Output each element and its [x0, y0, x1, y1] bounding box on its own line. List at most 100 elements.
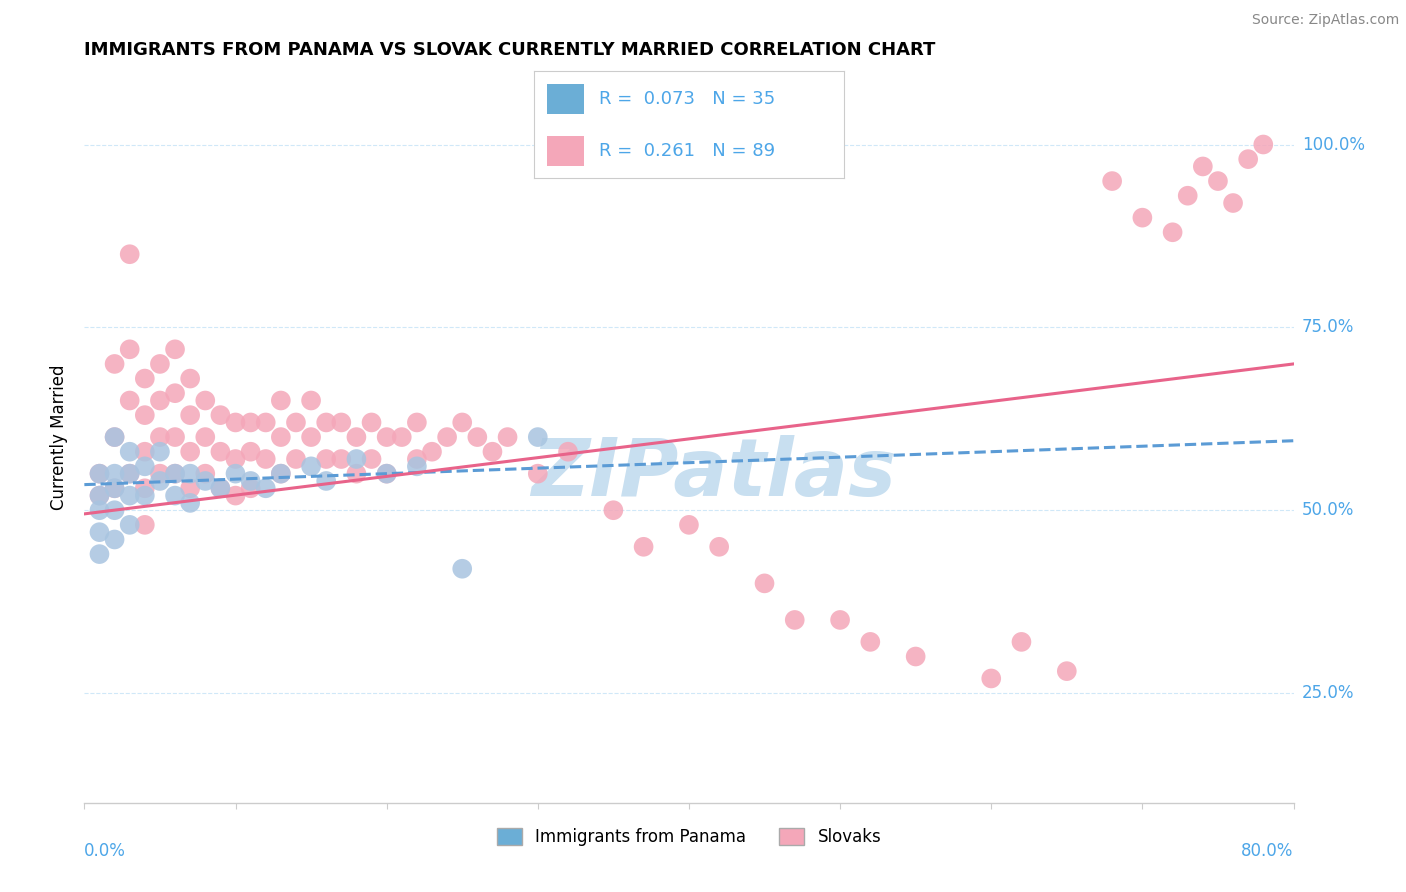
Point: [209, 408, 232, 422]
Point: [754, 576, 776, 591]
Point: [209, 444, 232, 458]
Point: [633, 540, 655, 554]
FancyBboxPatch shape: [547, 136, 583, 166]
Point: [225, 489, 247, 503]
Legend: Immigrants from Panama, Slovaks: Immigrants from Panama, Slovaks: [489, 822, 889, 853]
Point: [239, 416, 262, 430]
Point: [330, 452, 353, 467]
Point: [451, 416, 474, 430]
Point: [89, 547, 111, 561]
Point: [709, 540, 731, 554]
Point: [406, 416, 429, 430]
Point: [391, 430, 413, 444]
Point: [299, 393, 322, 408]
Point: [1222, 196, 1244, 211]
Y-axis label: Currently Married: Currently Married: [51, 364, 69, 510]
Point: [299, 459, 322, 474]
Text: IMMIGRANTS FROM PANAMA VS SLOVAK CURRENTLY MARRIED CORRELATION CHART: IMMIGRANTS FROM PANAMA VS SLOVAK CURRENT…: [84, 41, 936, 59]
Point: [1056, 664, 1078, 678]
Point: [299, 430, 322, 444]
Text: 100.0%: 100.0%: [1302, 136, 1365, 153]
Point: [346, 452, 368, 467]
Point: [149, 357, 172, 371]
Text: Source: ZipAtlas.com: Source: ZipAtlas.com: [1251, 13, 1399, 28]
Point: [134, 459, 156, 474]
Point: [225, 452, 247, 467]
Point: [194, 393, 217, 408]
Point: [436, 430, 458, 444]
Point: [104, 430, 127, 444]
Point: [346, 430, 368, 444]
Point: [179, 444, 201, 458]
Point: [104, 467, 127, 481]
Point: [179, 467, 201, 481]
Point: [194, 430, 217, 444]
Point: [346, 467, 368, 481]
Point: [225, 467, 247, 481]
Point: [904, 649, 927, 664]
Point: [451, 562, 474, 576]
Point: [134, 489, 156, 503]
Text: ZIPatlas: ZIPatlas: [530, 434, 896, 513]
Point: [134, 371, 156, 385]
Point: [149, 444, 172, 458]
Point: [330, 416, 353, 430]
Point: [678, 517, 700, 532]
Point: [239, 444, 262, 458]
Point: [149, 430, 172, 444]
Point: [481, 444, 503, 458]
Point: [179, 496, 201, 510]
Point: [194, 474, 217, 488]
Point: [420, 444, 443, 458]
Text: 25.0%: 25.0%: [1302, 684, 1354, 702]
Point: [783, 613, 806, 627]
Text: 50.0%: 50.0%: [1302, 501, 1354, 519]
Point: [165, 430, 187, 444]
Point: [118, 517, 141, 532]
Point: [89, 467, 111, 481]
Point: [89, 489, 111, 503]
Point: [375, 430, 398, 444]
Point: [254, 416, 277, 430]
Point: [467, 430, 489, 444]
Point: [179, 371, 201, 385]
Point: [134, 517, 156, 532]
Point: [104, 430, 127, 444]
Point: [602, 503, 624, 517]
Point: [270, 430, 292, 444]
Point: [104, 533, 127, 547]
Point: [134, 481, 156, 495]
Point: [134, 408, 156, 422]
Point: [1253, 137, 1275, 152]
Point: [360, 416, 382, 430]
Point: [104, 357, 127, 371]
Point: [1101, 174, 1123, 188]
Point: [104, 503, 127, 517]
Point: [118, 393, 141, 408]
Text: R =  0.073   N = 35: R = 0.073 N = 35: [599, 90, 776, 108]
Point: [360, 452, 382, 467]
Point: [149, 393, 172, 408]
Point: [118, 444, 141, 458]
Text: R =  0.261   N = 89: R = 0.261 N = 89: [599, 142, 775, 160]
Point: [527, 467, 550, 481]
Point: [285, 416, 308, 430]
Point: [89, 489, 111, 503]
Point: [149, 467, 172, 481]
Point: [118, 247, 141, 261]
Point: [194, 467, 217, 481]
Point: [118, 467, 141, 481]
Point: [89, 525, 111, 540]
Point: [285, 452, 308, 467]
Point: [239, 481, 262, 495]
Point: [375, 467, 398, 481]
Point: [89, 503, 111, 517]
Point: [1161, 225, 1184, 239]
Point: [179, 408, 201, 422]
Point: [830, 613, 852, 627]
Point: [1130, 211, 1153, 225]
Point: [1192, 160, 1215, 174]
FancyBboxPatch shape: [547, 84, 583, 114]
Point: [165, 489, 187, 503]
Point: [134, 444, 156, 458]
